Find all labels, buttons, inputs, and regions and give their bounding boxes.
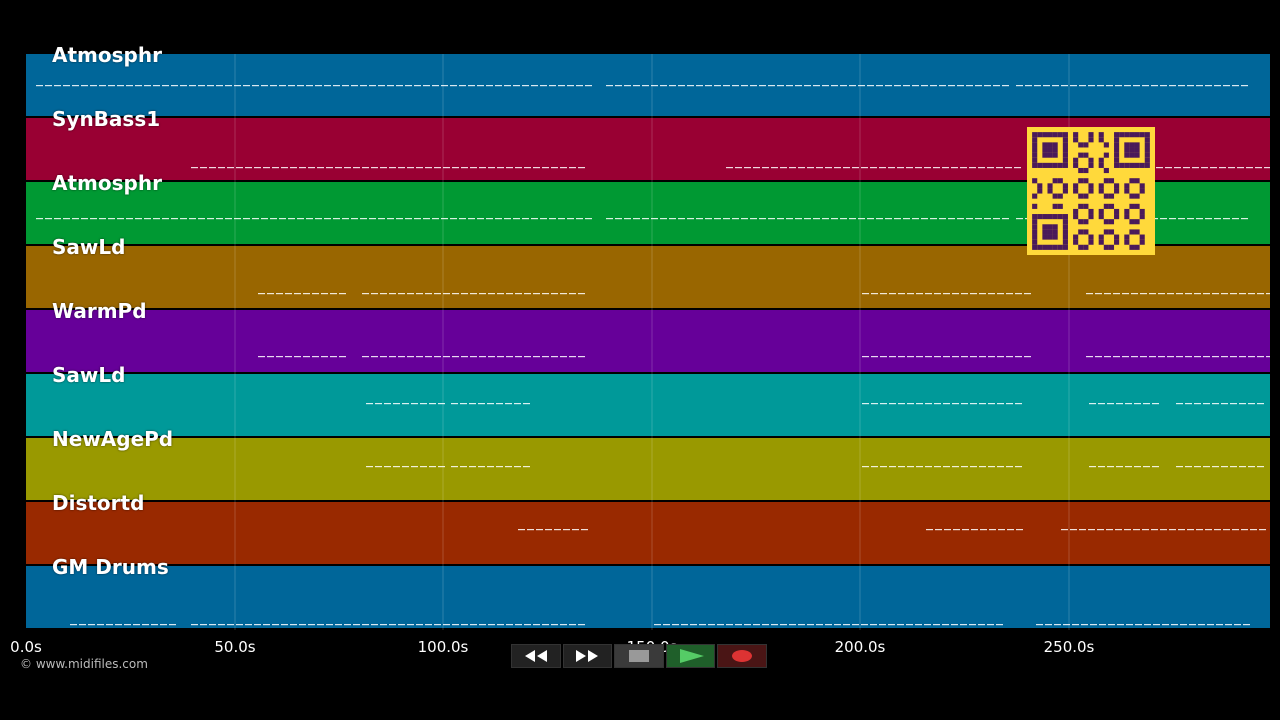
record-icon (732, 650, 753, 662)
track-lane[interactable]: WarmPd (26, 299, 1270, 372)
time-tick-label: 100.0s (417, 638, 469, 656)
track-lane[interactable]: Atmosphr (26, 43, 1270, 116)
track-lane[interactable]: NewAgePd (26, 427, 1270, 500)
fast-forward-button[interactable] (562, 644, 613, 668)
track-lane[interactable]: GM Drums (26, 555, 1270, 628)
time-tick-label: 50.0s (214, 638, 256, 656)
time-tick-label: 200.0s (834, 638, 886, 656)
play-icon (679, 649, 704, 663)
track-notes (191, 167, 1270, 169)
record-button[interactable] (717, 644, 767, 668)
time-tick-label: 250.0s (1043, 638, 1095, 656)
track-notes (258, 356, 1270, 358)
qr-code-icon[interactable] (1027, 127, 1155, 255)
rewind-icon (524, 650, 547, 662)
fast-forward-icon (576, 650, 599, 662)
track-notes (366, 403, 1264, 405)
stop-icon (628, 650, 649, 662)
track-lane[interactable]: SawLd (26, 235, 1270, 308)
copyright-text: © www.midifiles.com (20, 657, 148, 671)
track-notes (36, 85, 1248, 87)
track-notes (366, 466, 1264, 468)
stop-button[interactable] (614, 644, 664, 668)
rewind-button[interactable] (511, 644, 561, 668)
transport-controls (511, 643, 769, 669)
track-notes (70, 624, 1250, 626)
track-lane[interactable]: SawLd (26, 363, 1270, 436)
track-notes (258, 293, 1270, 295)
track-notes (518, 529, 1266, 531)
track-lane[interactable]: Distortd (26, 491, 1270, 564)
play-button[interactable] (665, 644, 716, 668)
piano-roll[interactable]: Atmosphr SynBass1 Atmosphr SawLd WarmPd SawLd… (26, 43, 1270, 630)
time-tick-label: 0.0s (10, 638, 42, 656)
